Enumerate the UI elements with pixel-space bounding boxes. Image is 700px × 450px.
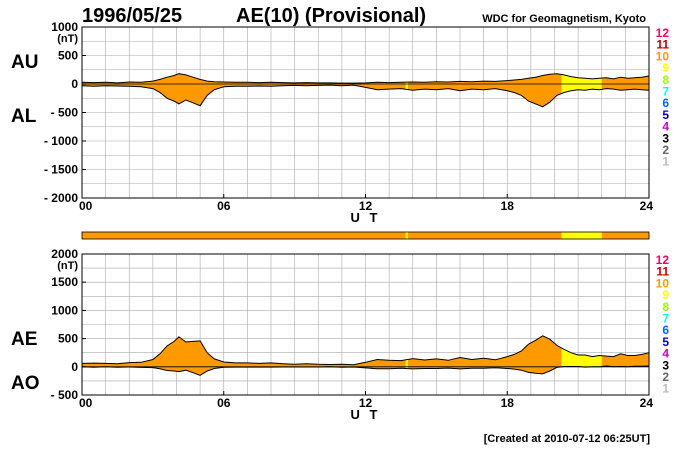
- y-tick-label: - 500: [51, 388, 79, 402]
- x-tick-label: 06: [217, 199, 231, 213]
- count-bar-segment: [408, 232, 562, 239]
- y-tick-label: 500: [58, 332, 78, 346]
- x-axis-label: U T: [351, 407, 381, 422]
- legend-count-8: 8: [662, 300, 669, 314]
- series-line-ae: [81, 335, 650, 366]
- count-bar-segment: [82, 232, 406, 239]
- side-label-al: AL: [11, 106, 37, 127]
- x-tick-label: 06: [217, 396, 231, 410]
- series-line-al: [81, 84, 650, 108]
- legend-count-1: 1: [662, 155, 669, 169]
- x-tick-label: 12: [359, 396, 373, 410]
- y-tick-label: 1500: [51, 275, 78, 289]
- y-tick-label: 1000: [51, 20, 78, 34]
- legend-count-10: 10: [656, 276, 670, 290]
- created-timestamp: [Created at 2010-07-12 06:25UT]: [484, 433, 651, 445]
- y-tick-label: 0: [71, 360, 78, 374]
- x-tick-label: 18: [501, 199, 515, 213]
- legend-count-4: 4: [662, 120, 669, 134]
- legend-count-2: 2: [662, 143, 669, 157]
- y-unit-label: (nT): [57, 260, 78, 272]
- count-bar-segment: [561, 232, 602, 239]
- legend-count-6: 6: [662, 96, 669, 110]
- legend-count-12: 12: [656, 26, 670, 40]
- au-al-panel: 1000 500 0 - 500 - 1000 - 1500 - 2000 (nT) 00 06 1…: [11, 20, 669, 225]
- y-tick-label: - 500: [51, 106, 79, 120]
- chart-date: 1996/05/25: [82, 5, 182, 27]
- legend-count-9: 9: [662, 61, 669, 75]
- y-tick-label: - 1000: [44, 134, 78, 148]
- series-line-au: [81, 73, 650, 84]
- x-tick-label: 12: [359, 199, 373, 213]
- legend-count-7: 7: [662, 85, 669, 99]
- legend-count-2: 2: [662, 370, 669, 384]
- legend-count-11: 11: [656, 265, 669, 279]
- legend-count-5: 5: [662, 335, 669, 349]
- y-tick-label: 2000: [51, 247, 78, 261]
- x-tick-label: 24: [640, 396, 654, 410]
- count-bar-segment: [405, 232, 409, 239]
- side-label-au: AU: [11, 52, 38, 73]
- station-count-bar: [81, 231, 650, 240]
- side-label-ao: AO: [11, 373, 40, 394]
- y-tick-label: 1000: [51, 303, 78, 317]
- y-tick-label: - 2000: [44, 191, 78, 205]
- x-tick-label: 00: [79, 199, 93, 213]
- y-unit-label: (nT): [57, 33, 78, 45]
- legend-count-8: 8: [662, 73, 669, 87]
- x-tick-label: 00: [79, 396, 93, 410]
- y-tick-label: - 1500: [44, 163, 78, 177]
- legend-count-5: 5: [662, 108, 669, 122]
- x-tick-label: 24: [640, 199, 654, 213]
- legend-count-12: 12: [656, 253, 670, 267]
- legend-count-3: 3: [662, 358, 669, 372]
- count-bar-segment: [601, 232, 649, 239]
- legend-count-4: 4: [662, 347, 669, 361]
- legend-count-11: 11: [656, 38, 669, 52]
- legend-count-6: 6: [662, 323, 669, 337]
- x-axis-label: U T: [351, 210, 381, 225]
- y-tick-label: 0: [71, 77, 78, 91]
- count-bar-frame: [81, 231, 650, 240]
- side-label-ae: AE: [11, 329, 37, 350]
- legend-count-3: 3: [662, 131, 669, 145]
- legend-count-10: 10: [656, 49, 670, 63]
- legend-count-1: 1: [662, 382, 669, 396]
- chart-title: AE(10) (Provisional): [236, 5, 426, 27]
- chart-source: WDC for Geomagnetism, Kyoto: [482, 13, 646, 25]
- legend-count-7: 7: [662, 312, 669, 326]
- y-tick-label: 500: [58, 49, 78, 63]
- x-tick-label: 18: [501, 396, 515, 410]
- legend-count-9: 9: [662, 288, 669, 302]
